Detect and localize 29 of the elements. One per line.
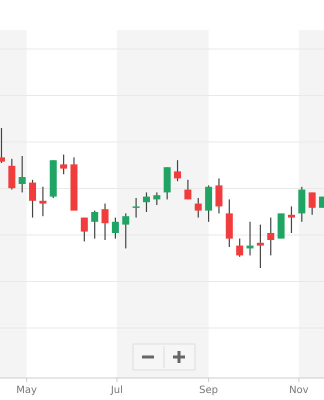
candlestick (174, 160, 182, 182)
candlestick (267, 217, 274, 256)
x-tick-label: Sep (199, 385, 218, 396)
x-tick-label: Nov (289, 385, 309, 396)
candlestick (246, 221, 254, 256)
candlestick (18, 155, 26, 193)
candlestick (91, 210, 98, 240)
candlestick (153, 192, 160, 206)
candlestick (8, 158, 16, 190)
candlestick (80, 217, 88, 242)
candlestick (256, 224, 264, 269)
candlestick (184, 179, 192, 200)
candlestick (215, 178, 222, 214)
candlestick (142, 192, 150, 213)
candlestick (236, 238, 244, 258)
candlestick (102, 203, 109, 241)
candlestick (194, 197, 202, 218)
candlestick (132, 197, 140, 218)
candlestick (288, 206, 295, 234)
candlestick (60, 154, 68, 175)
candlestick (122, 212, 130, 249)
candlestick (205, 184, 212, 222)
candlestick (112, 217, 119, 240)
candlestick (29, 179, 36, 218)
candlestick (39, 186, 46, 217)
candlestick (308, 192, 316, 216)
x-tick-label: Jul (110, 385, 123, 396)
candlestick (298, 186, 306, 222)
x-tick-label: May (16, 385, 38, 396)
